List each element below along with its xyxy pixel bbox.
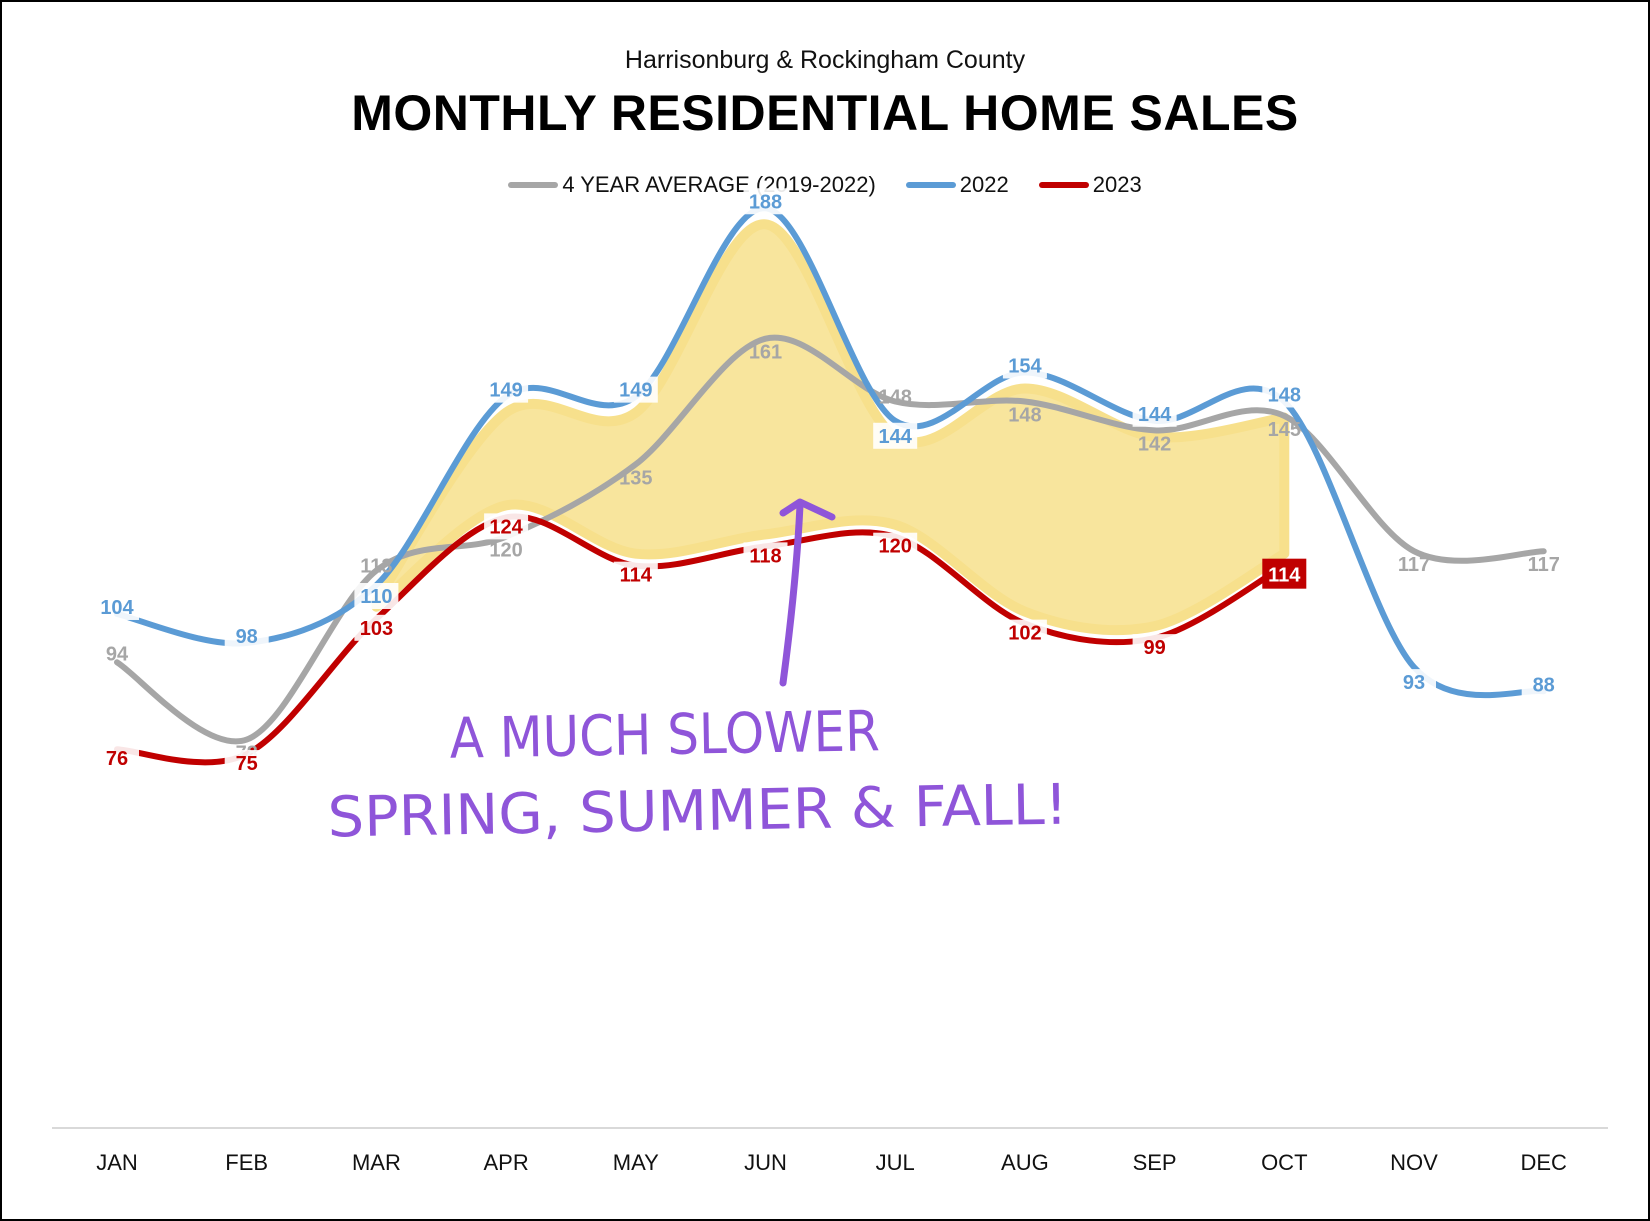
series-line-2022 bbox=[114, 205, 1547, 699]
legend-swatch-avg bbox=[508, 182, 559, 188]
legend-item-avg: 4 YEAR AVERAGE (2019-2022) bbox=[508, 172, 876, 198]
x-tick-label-jan: JAN bbox=[96, 1150, 138, 1175]
data-label-bg-2022-oct bbox=[1262, 381, 1307, 408]
data-label-2022-feb: 98 bbox=[236, 626, 258, 648]
data-label-2023-apr: 124 bbox=[489, 516, 523, 538]
data-label-bg-2023-jun bbox=[743, 542, 788, 569]
x-tick-label-aug: AUG bbox=[1001, 1150, 1049, 1175]
data-label-2023-aug: 102 bbox=[1008, 623, 1041, 645]
x-tick-label-oct: OCT bbox=[1261, 1150, 1307, 1175]
data-label-bg-2022-aug bbox=[1002, 352, 1047, 379]
data-label-bg-2023-aug bbox=[1002, 619, 1047, 646]
x-tick-label-nov: NOV bbox=[1390, 1150, 1438, 1175]
data-label-bg-2023-apr bbox=[484, 513, 529, 540]
data-label-bg-2022-jun bbox=[743, 188, 788, 215]
data-label-avg-may: 135 bbox=[619, 467, 652, 489]
data-label-avg-aug: 148 bbox=[1008, 404, 1041, 426]
x-tick-label-jun: JUN bbox=[744, 1150, 787, 1175]
data-label-bg-2022-jan bbox=[95, 593, 139, 620]
data-label-bg-2022-may bbox=[613, 376, 658, 403]
data-label-avg-jan: 94 bbox=[106, 643, 129, 665]
x-tick-label-mar: MAR bbox=[352, 1150, 401, 1175]
data-label-2022-aug: 154 bbox=[1008, 355, 1042, 377]
legend-label-2022: 2022 bbox=[959, 172, 1009, 197]
legend: 4 YEAR AVERAGE (2019-2022) 2022 2023 bbox=[0, 172, 1650, 198]
data-label-bg-2022-apr bbox=[484, 376, 529, 403]
x-tick-label-sep: SEP bbox=[1133, 1150, 1177, 1175]
data-label-bg-2022-jul bbox=[873, 422, 918, 449]
data-label-avg-nov: 117 bbox=[1398, 554, 1430, 576]
label-layer: 9478113120135161148148142145117117104981… bbox=[95, 188, 1566, 777]
data-label-avg-dec: 117 bbox=[1528, 554, 1560, 576]
data-label-avg-jun: 161 bbox=[749, 342, 782, 364]
annotation-text-line2: SPRING, SUMMER & FALL! bbox=[327, 773, 1068, 851]
data-label-bg-2023-jan bbox=[95, 745, 139, 772]
annotation-text-line1: A MUCH SLOWER bbox=[449, 699, 880, 771]
data-label-bg-2022-sep bbox=[1132, 400, 1177, 427]
data-label-2022-jul: 144 bbox=[879, 426, 913, 448]
data-label-2023-oct: 114 bbox=[1268, 565, 1301, 587]
x-tick-label-may: MAY bbox=[613, 1150, 659, 1175]
data-label-avg-sep: 142 bbox=[1138, 433, 1171, 455]
data-label-avg-oct: 145 bbox=[1268, 419, 1301, 441]
series-layer bbox=[114, 205, 1547, 766]
data-label-bg-2023-mar bbox=[354, 614, 399, 641]
x-tick-label-jul: JUL bbox=[876, 1150, 915, 1175]
data-label-box-2023-oct bbox=[1262, 558, 1307, 589]
data-label-2022-mar: 110 bbox=[360, 586, 392, 608]
data-label-avg-mar: 113 bbox=[360, 556, 392, 578]
data-label-2023-jan: 76 bbox=[106, 748, 128, 770]
data-label-2023-may: 114 bbox=[620, 565, 653, 587]
data-label-2022-oct: 148 bbox=[1268, 384, 1301, 406]
data-label-2023-feb: 75 bbox=[236, 753, 258, 775]
data-label-avg-jul: 148 bbox=[879, 386, 912, 408]
data-label-2022-apr: 149 bbox=[489, 380, 522, 402]
legend-label-avg: 4 YEAR AVERAGE (2019-2022) bbox=[562, 172, 876, 197]
chart-title: MONTHLY RESIDENTIAL HOME SALES bbox=[351, 85, 1299, 141]
legend-item-2023: 2023 bbox=[1038, 172, 1142, 198]
data-label-2022-jan: 104 bbox=[100, 597, 134, 619]
data-label-bg-2023-feb bbox=[224, 750, 269, 777]
legend-swatch-2023 bbox=[1038, 182, 1089, 188]
tick-layer: JAN FEB MAR APR MAY JUN JUL AUG SEP OCT NOV DEC bbox=[96, 1150, 1567, 1175]
data-label-2022-sep: 144 bbox=[1138, 404, 1172, 426]
data-label-bg-2023-sep bbox=[1132, 634, 1177, 661]
legend-swatch-2022 bbox=[905, 182, 956, 188]
x-tick-label-dec: DEC bbox=[1520, 1150, 1567, 1175]
data-label-2022-jun: 188 bbox=[749, 191, 782, 213]
data-label-2022-may: 149 bbox=[619, 380, 652, 402]
data-label-bg-2022-mar bbox=[354, 583, 399, 609]
annotation-layer: A MUCH SLOWER SPRING, SUMMER & FALL! bbox=[327, 498, 1068, 851]
x-tick-label-apr: APR bbox=[483, 1150, 528, 1175]
data-label-bg-2023-may bbox=[613, 561, 658, 588]
data-label-2023-jun: 118 bbox=[749, 545, 781, 567]
data-label-2023-sep: 99 bbox=[1143, 637, 1165, 659]
data-label-bg-2023-jul bbox=[873, 532, 918, 559]
legend-label-2023: 2023 bbox=[1092, 172, 1142, 197]
legend-item-2022: 2022 bbox=[905, 172, 1009, 198]
series-line-2023 bbox=[114, 513, 1288, 766]
data-label-2022-dec: 88 bbox=[1533, 674, 1555, 696]
x-tick-label-feb: FEB bbox=[225, 1150, 268, 1175]
data-label-avg-apr: 120 bbox=[489, 540, 522, 562]
chart-subtitle: Harrisonburg & Rockingham County bbox=[624, 46, 1026, 74]
annotation-arrow bbox=[779, 498, 836, 687]
data-label-2022-nov: 93 bbox=[1403, 672, 1425, 694]
data-label-2023-jul: 120 bbox=[879, 536, 912, 558]
data-label-2023-mar: 103 bbox=[360, 618, 393, 640]
data-label-bg-2022-dec bbox=[1521, 671, 1566, 698]
data-label-bg-2022-nov bbox=[1392, 669, 1436, 696]
data-label-bg-2022-feb bbox=[224, 622, 269, 649]
